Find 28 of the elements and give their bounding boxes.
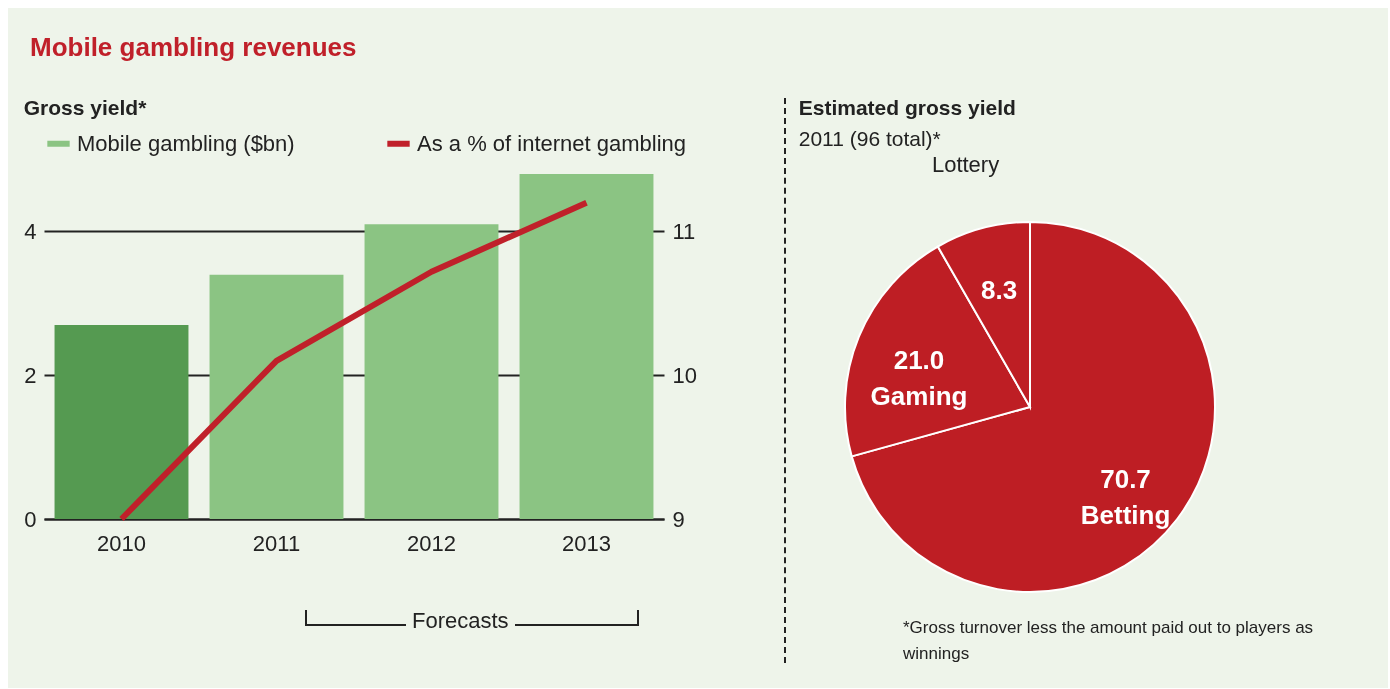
bar (209, 274, 344, 519)
y2-tick-label: 11 (672, 219, 696, 244)
chart-title: Estimated gross yield (798, 96, 1016, 120)
bar (519, 174, 654, 519)
y-tick-label: 2 (24, 362, 37, 388)
data-label: 21.0 (893, 345, 945, 376)
slice-label: Lottery (931, 152, 1000, 178)
bar (364, 224, 499, 519)
y2-tick-label: 9 (672, 506, 685, 532)
chart-title: Mobile gambling revenues (30, 32, 357, 63)
bar (54, 324, 189, 519)
legend-label: As a % of internet gambling (417, 130, 687, 156)
x-tick-label: 2011 (252, 530, 301, 556)
slice-label: Betting (1080, 499, 1171, 530)
text: Forecasts (406, 608, 515, 634)
text: *Gross turnover less the amount paid out to players as winnings (903, 617, 1315, 665)
y-tick-label: 4 (24, 219, 37, 244)
y2-tick-label: 10 (672, 362, 697, 388)
y-tick-label: 0 (24, 506, 37, 532)
x-tick-label: 2010 (97, 530, 146, 556)
data-label: 8.3 (980, 275, 1018, 306)
chart-subtitle: Gross yield* (23, 96, 148, 119)
chart-subtitle: 2011 (96 total)* (798, 127, 941, 151)
x-tick-label: 2012 (407, 530, 456, 556)
legend-label: Mobile gambling ($bn) (77, 130, 295, 156)
data-label: 70.7 (1100, 463, 1151, 494)
slice-label: Gaming (870, 381, 968, 412)
x-tick-label: 2013 (562, 530, 611, 556)
